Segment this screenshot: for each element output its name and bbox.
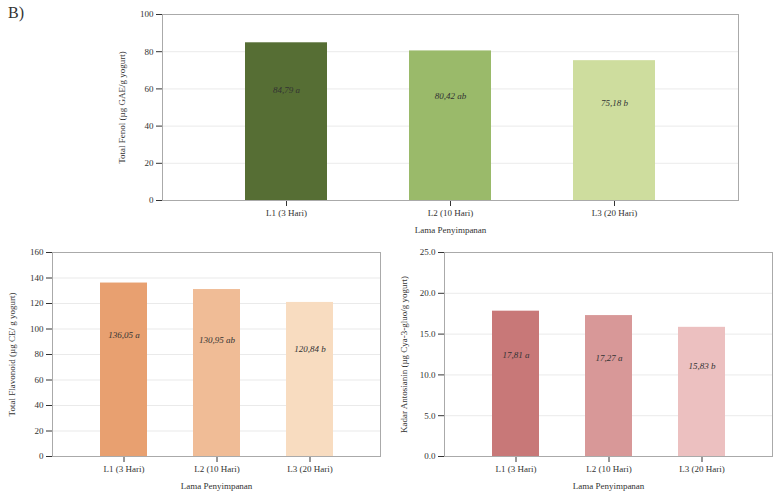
svg-text:120: 120 <box>30 298 44 308</box>
svg-text:130,95 ab: 130,95 ab <box>199 335 236 345</box>
svg-text:5.0: 5.0 <box>424 411 436 421</box>
svg-text:40: 40 <box>145 121 155 131</box>
svg-text:L3 (20 Hari): L3 (20 Hari) <box>592 208 637 218</box>
svg-text:0: 0 <box>149 195 154 205</box>
svg-text:Kadar Antosianin (µg Cya-3-glu: Kadar Antosianin (µg Cya-3-gluo/g yogurt… <box>399 276 409 433</box>
svg-text:20: 20 <box>35 426 45 436</box>
svg-text:80: 80 <box>145 47 155 57</box>
svg-text:15,83 b: 15,83 b <box>689 361 717 371</box>
svg-text:L2 (10 Hari): L2 (10 Hari) <box>586 464 631 474</box>
svg-text:L1 (3 Hari): L1 (3 Hari) <box>104 464 145 474</box>
svg-text:15.0: 15.0 <box>420 329 436 339</box>
svg-text:17,27 a: 17,27 a <box>596 353 624 363</box>
svg-text:25.0: 25.0 <box>420 247 436 257</box>
html-text:B): B) <box>8 4 24 21</box>
svg-text:Total Flavonoid (µg CE/ g yogu: Total Flavonoid (µg CE/ g yogurt) <box>7 293 17 417</box>
svg-text:100: 100 <box>140 9 154 19</box>
svg-text:10.0: 10.0 <box>420 370 436 380</box>
svg-text:80,42 ab: 80,42 ab <box>435 91 467 101</box>
svg-text:60: 60 <box>145 84 155 94</box>
svg-text:120,84 b: 120,84 b <box>294 344 326 354</box>
svg-text:60: 60 <box>35 375 45 385</box>
svg-text:0: 0 <box>39 451 44 461</box>
svg-text:140: 140 <box>30 273 44 283</box>
svg-text:40: 40 <box>35 400 45 410</box>
svg-text:L3 (20 Hari): L3 (20 Hari) <box>679 464 724 474</box>
svg-text:L1 (3 Hari): L1 (3 Hari) <box>496 464 537 474</box>
svg-text:L1 (3 Hari): L1 (3 Hari) <box>266 208 307 218</box>
svg-text:Lama Penyimpanan: Lama Penyimpanan <box>573 481 645 491</box>
svg-text:Lama Penyimpanan: Lama Penyimpanan <box>181 481 253 491</box>
svg-text:160: 160 <box>30 247 44 257</box>
svg-text:136,05 a: 136,05 a <box>108 330 140 340</box>
svg-text:L2 (10 Hari): L2 (10 Hari) <box>194 464 239 474</box>
svg-text:100: 100 <box>30 324 44 334</box>
svg-text:80: 80 <box>35 349 45 359</box>
svg-text:20: 20 <box>145 158 155 168</box>
svg-text:L2 (10 Hari): L2 (10 Hari) <box>428 208 473 218</box>
svg-text:84,79 a: 84,79 a <box>273 85 301 95</box>
svg-text:17,81 a: 17,81 a <box>503 350 531 360</box>
svg-text:75,18 b: 75,18 b <box>601 97 629 107</box>
svg-text:0.0: 0.0 <box>424 451 436 461</box>
svg-text:20.0: 20.0 <box>420 288 436 298</box>
svg-text:Lama Penyimpanan: Lama Penyimpanan <box>415 225 487 235</box>
svg-text:L3 (20 Hari): L3 (20 Hari) <box>287 464 332 474</box>
svg-text:Total Fenol (µg GAE/g yogurt): Total Fenol (µg GAE/g yogurt) <box>117 51 127 164</box>
